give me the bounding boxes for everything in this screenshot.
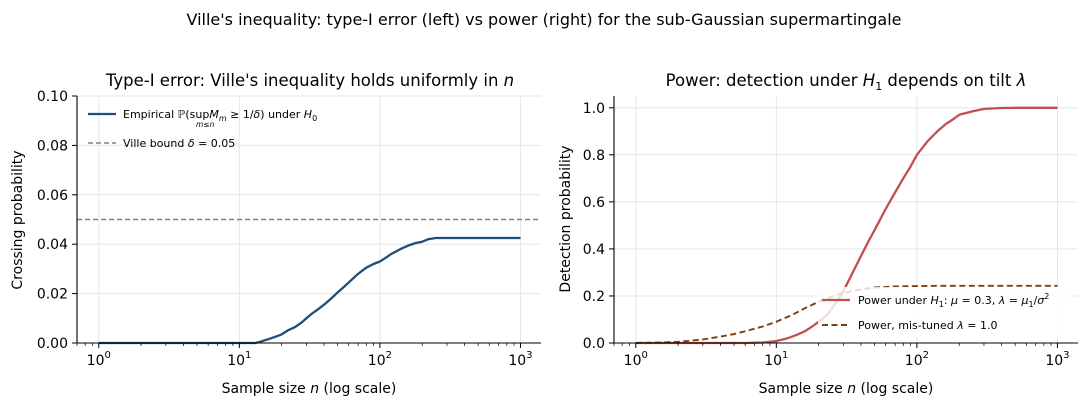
right-spines [613, 96, 1078, 344]
right-y-tick-label-0: 0.0 [583, 336, 605, 352]
right-y-tick-label-1: 0.2 [583, 289, 605, 305]
right-x-tick-label-0: 100 [624, 350, 648, 369]
left-x-tick-label-1: 101 [227, 350, 251, 369]
left-x-axis-label: Sample size n (log scale) [222, 381, 397, 397]
left-y-tick-label-5: 0.10 [37, 89, 68, 105]
left-title-n: n [504, 71, 514, 90]
left-y-tick-label-0: 0.00 [37, 336, 68, 352]
left-x-tick-label-0: 100 [87, 350, 111, 369]
right-legend-label-mistuned: Power, mis-tuned λ = 1.0 [858, 319, 997, 332]
right-series-line-0 [635, 106, 1058, 345]
right-y-ticks: 0.0 0.2 0.4 0.6 0.8 1.0 [583, 101, 614, 352]
right-y-tick-label-5: 1.0 [583, 101, 605, 117]
left-x-ticks: 100 101 102 103 [76, 343, 533, 369]
right-legend-label-power: Power under H1: μ = 0.3, λ = μ1/σ2 [858, 292, 1049, 309]
left-legend-label-sub: m≤n [196, 120, 215, 129]
right-y-tick-label-4: 0.8 [583, 148, 605, 164]
right-legend-box [818, 287, 1072, 337]
right-legend: Power under H1: μ = 0.3, λ = μ1/σ2 Power… [818, 287, 1072, 337]
left-x-tick-label-2: 102 [368, 350, 392, 369]
right-panel: 100 101 102 103 0.0 0.2 0.4 0.6 0.8 1.0 Power: d… [558, 71, 1078, 397]
right-x-tick-label-1: 101 [764, 350, 788, 369]
right-x-tick-label-3: 103 [1045, 350, 1069, 369]
right-series-line-1 [635, 284, 1058, 344]
left-y-tick-label-2: 0.04 [37, 237, 68, 253]
left-axes-title: Type-I error: Ville's inequality holds u… [105, 71, 514, 90]
right-y-axis-label: Detection probability [558, 145, 574, 292]
right-x-ticks: 100 101 102 103 [613, 343, 1070, 369]
left-y-ticks: 0.00 0.02 0.04 0.06 0.08 0.10 [37, 89, 77, 352]
left-y-axis-label: Crossing probability [10, 150, 26, 289]
left-y-tick-label-1: 0.02 [37, 287, 68, 303]
left-y-tick-label-3: 0.06 [37, 188, 68, 204]
right-y-tick-label-2: 0.4 [583, 242, 605, 258]
left-x-tick-label-3: 103 [508, 350, 532, 369]
figure-suptitle: Ville's inequality: type-I error (left) … [186, 10, 901, 29]
left-legend: Empirical ℙ(supMm ≥ 1/δ) under H0 m≤n Vi… [88, 108, 317, 150]
right-y-tick-label-3: 0.6 [583, 195, 605, 211]
left-title-main: Type-I error: Ville's inequality holds u… [105, 71, 504, 90]
left-panel: 100 101 102 103 0.00 0.02 0.04 0.06 0.08 0.10 Ty… [10, 71, 541, 397]
right-axes-title: Power: detection under H1 depends on til… [666, 71, 1027, 93]
left-spines [76, 96, 541, 344]
left-series [77, 218, 541, 345]
right-series [635, 106, 1058, 345]
left-legend-label-empirical: Empirical ℙ(supMm ≥ 1/δ) under H0 [123, 108, 317, 123]
left-legend-label-ville: Ville bound δ = 0.05 [123, 137, 235, 150]
right-x-axis-label: Sample size n (log scale) [759, 381, 934, 397]
left-series-line-0 [98, 236, 521, 345]
right-x-tick-label-2: 102 [905, 350, 929, 369]
left-y-tick-label-4: 0.08 [37, 138, 68, 154]
